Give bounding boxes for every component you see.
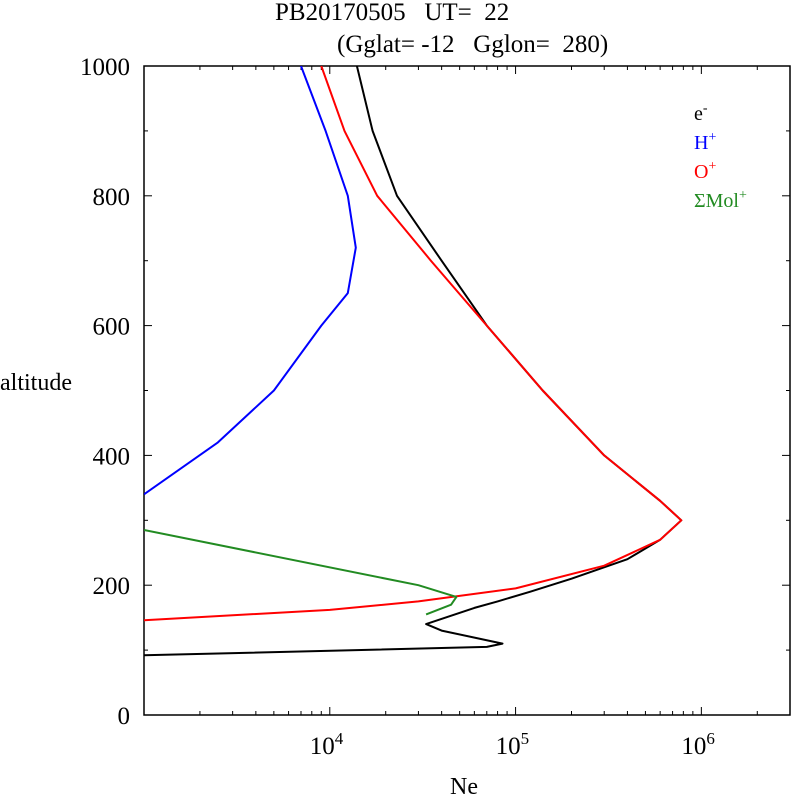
x-tick-label: 106 xyxy=(681,729,715,760)
series-line-h xyxy=(144,66,357,496)
series-line-mol xyxy=(144,529,458,616)
legend: e- H+ O+ ΣMol+ xyxy=(694,101,747,212)
y-tick-label: 1000 xyxy=(80,54,130,81)
legend-entry: O+ xyxy=(694,159,716,183)
legend-entry: ΣMol+ xyxy=(694,188,747,212)
y-axis-label: altitude xyxy=(0,370,72,396)
y-tick-label: 800 xyxy=(93,184,131,211)
chart-title-line2: (Gglat= -12 Gglon= 280) xyxy=(337,31,608,58)
chart-title-line1: PB20170505 UT= 22 xyxy=(275,0,509,26)
x-tick-labels: 104 105 106 xyxy=(310,729,715,760)
series-line-o xyxy=(144,66,683,622)
legend-entry: e- xyxy=(694,101,708,125)
legend-entry: H+ xyxy=(694,130,716,154)
y-tick-label: 600 xyxy=(93,314,131,341)
x-tick-label: 105 xyxy=(496,729,530,760)
x-tick-label: 104 xyxy=(310,729,344,760)
y-tick-label: 400 xyxy=(93,443,131,470)
x-axis-label: Ne xyxy=(450,774,478,795)
y-tick-label: 200 xyxy=(93,573,131,600)
series-line-e xyxy=(144,66,683,657)
series-layer xyxy=(144,66,683,657)
axis-ticks xyxy=(143,65,791,716)
y-tick-labels: 0 200 400 600 800 1000 xyxy=(80,54,130,730)
y-tick-label: 0 xyxy=(118,703,131,730)
